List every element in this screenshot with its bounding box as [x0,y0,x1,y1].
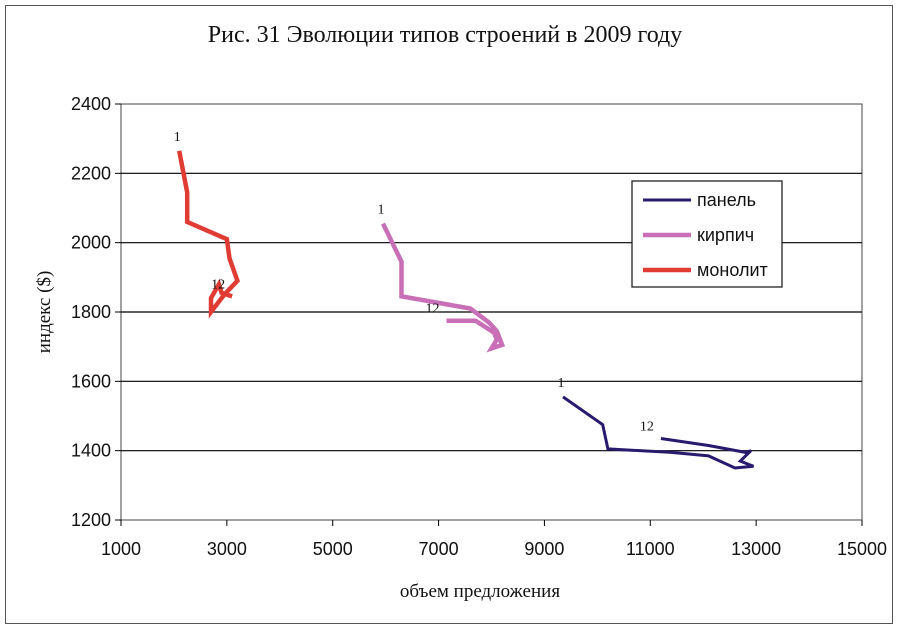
series-line-1 [562,395,755,470]
y-tick-label: 2000 [71,233,111,253]
y-tick-label: 1800 [71,302,111,322]
y-tick-label: 1200 [71,510,111,530]
y-tick-label: 1600 [71,371,111,391]
y-axis-label: индекс ($) [34,271,55,354]
series-end-label: 12 [426,302,440,317]
y-tick-label: 2200 [71,163,111,183]
y-tick-label: 2400 [71,94,111,114]
x-axis-label: объем предложения [400,581,560,602]
x-tick-label: 15000 [837,539,887,559]
x-tick-label: 7000 [419,539,459,559]
x-tick-label: 11000 [626,539,675,559]
y-tick-label: 1400 [71,441,111,461]
series-start-label: 1 [557,376,564,391]
legend: панель кирпич монолит [631,180,783,288]
series-start-label: 1 [174,130,181,145]
series-group [176,150,755,470]
x-tick-label: 5000 [313,539,353,559]
legend-label-2: кирпич [697,225,754,245]
series-end-label: 12 [640,420,654,435]
series-line-3 [176,150,240,319]
series-end-label: 12 [211,277,225,292]
series-line-2 [380,222,506,353]
legend-label-1: панель [697,190,756,210]
series-start-label: 1 [377,203,384,218]
y-axis-ticks: 1200 1400 1600 1800 2000 2200 2400 [71,94,121,530]
x-tick-label: 1000 [101,539,141,559]
chart-title: Рис. 31 Эволюции типов строений в 2009 г… [208,22,683,48]
x-axis-ticks: 1000 3000 5000 7000 9000 11000 13000 15000 [101,520,887,559]
annotations: 1 12 1 12 1 12 [174,130,654,435]
legend-label-3: монолит [697,260,768,280]
x-tick-label: 3000 [207,539,247,559]
x-tick-label: 9000 [524,539,564,559]
x-tick-label: 13000 [731,539,781,559]
